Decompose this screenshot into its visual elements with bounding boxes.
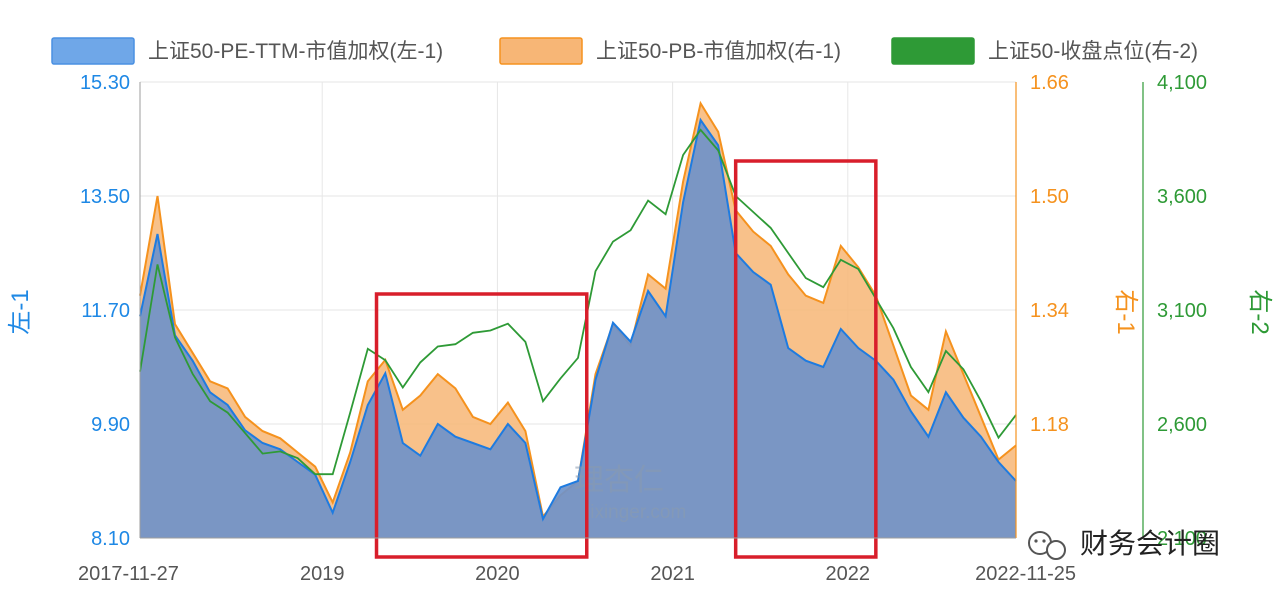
watermark-url: lixinger.com bbox=[586, 502, 686, 523]
tick-label-right2: 3,100 bbox=[1157, 300, 1207, 322]
series-line-close bbox=[139, 128, 1017, 476]
tick-label-x: 2021 bbox=[650, 563, 695, 585]
axes: 左-1 右-1 右-2 15.30 13.50 11.70 9.90 8.10 1.66 1… bbox=[7, 72, 1273, 585]
legend: 上证50-PE-TTM-市值加权(左-1) 上证50-PB-市值加权(右-1) … bbox=[51, 37, 1198, 65]
tick-label-right2: 3,600 bbox=[1157, 186, 1207, 208]
tick-label-right1: 1.34 bbox=[1030, 300, 1069, 322]
tick-label-x: 2020 bbox=[475, 563, 520, 585]
axis-title-left: 左-1 bbox=[7, 289, 34, 334]
tick-label-left: 11.70 bbox=[81, 300, 130, 322]
legend-label-close: 上证50-收盘点位(右-2) bbox=[988, 40, 1198, 63]
legend-item-pe[interactable]: 上证50-PE-TTM-市值加权(左-1) bbox=[51, 37, 443, 65]
watermark-logo: 理杏仁 bbox=[574, 464, 664, 497]
source-badge: 财务会计圈 bbox=[1028, 528, 1220, 560]
legend-item-close[interactable]: 上证50-收盘点位(右-2) bbox=[891, 37, 1198, 65]
tick-label-right2: 2,600 bbox=[1157, 414, 1207, 436]
tick-label-left: 15.30 bbox=[80, 72, 130, 94]
watermark: 理杏仁 lixinger.com bbox=[574, 464, 686, 523]
tick-label-right1: 1.50 bbox=[1030, 186, 1069, 208]
source-text: 财务会计圈 bbox=[1080, 528, 1220, 559]
tick-label-right2: 2,100 bbox=[1157, 528, 1207, 550]
legend-label-pb: 上证50-PB-市值加权(右-1) bbox=[596, 40, 841, 63]
legend-item-pb[interactable]: 上证50-PB-市值加权(右-1) bbox=[499, 37, 841, 65]
legend-swatch-pe bbox=[51, 37, 135, 65]
tick-label-left: 8.10 bbox=[91, 528, 130, 550]
legend-label-pe: 上证50-PE-TTM-市值加权(左-1) bbox=[148, 40, 443, 63]
plot-area bbox=[139, 100, 1017, 539]
tick-label-right1: 1.18 bbox=[1030, 414, 1069, 436]
tick-label-left: 9.90 bbox=[91, 414, 130, 436]
highlight-box bbox=[733, 159, 878, 559]
tick-label-right1: 1.66 bbox=[1030, 72, 1069, 94]
tick-label-x: 2019 bbox=[300, 563, 345, 585]
tick-label-right2: 4,100 bbox=[1157, 72, 1207, 94]
legend-swatch-pb bbox=[499, 37, 583, 65]
wechat-icon bbox=[1028, 531, 1066, 560]
tick-label-x: 2022-11-25 bbox=[975, 563, 1076, 585]
axis-title-right1: 右-1 bbox=[1112, 289, 1139, 334]
tick-label-x: 2017-11-27 bbox=[78, 563, 179, 585]
tick-label-left: 13.50 bbox=[80, 186, 130, 208]
highlight-box bbox=[374, 292, 589, 559]
legend-swatch-close bbox=[891, 37, 975, 65]
highlight-boxes bbox=[374, 159, 878, 559]
tick-label-x: 2022 bbox=[826, 563, 871, 585]
axis-title-right2: 右-2 bbox=[1246, 289, 1273, 334]
